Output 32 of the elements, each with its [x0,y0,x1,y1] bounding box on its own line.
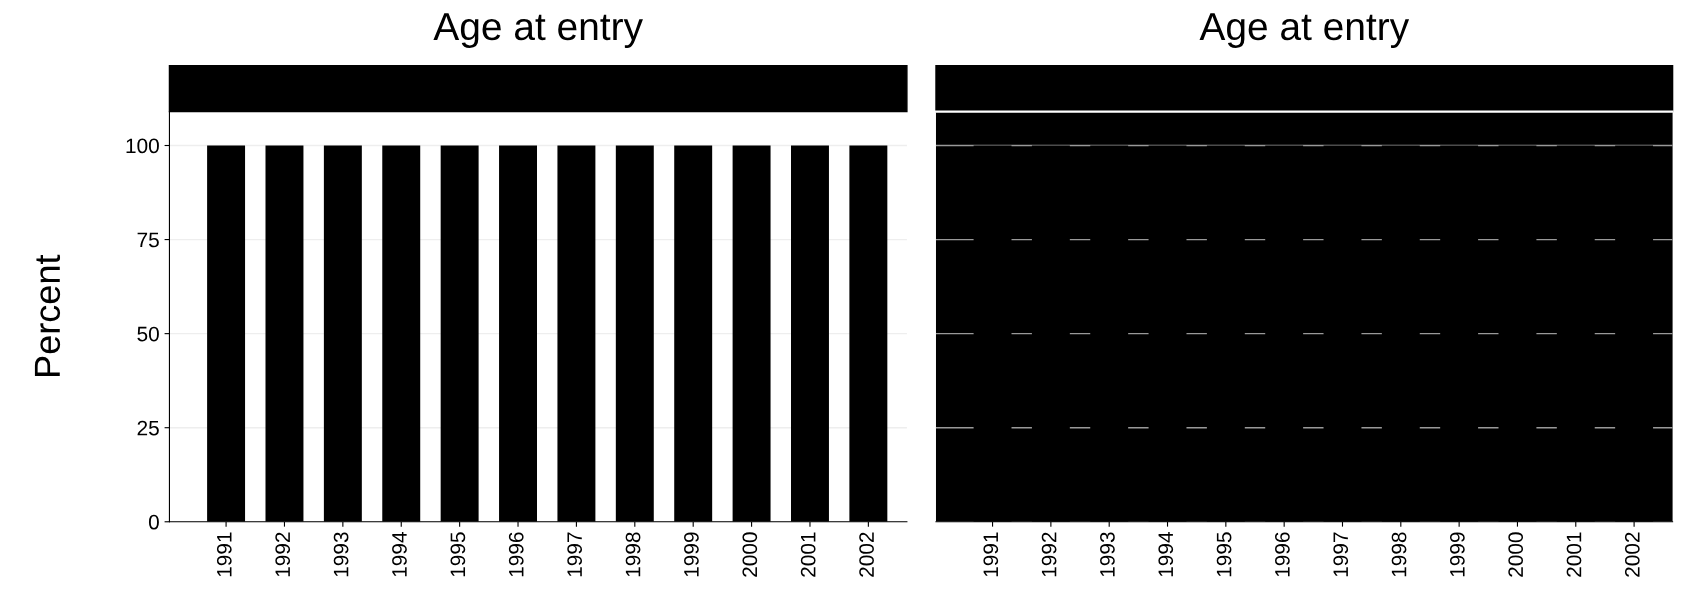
x-tick-label: 1999 [1449,532,1465,577]
x-tick-label: 1992 [275,532,291,577]
y-tick-label: 25 [137,420,159,436]
x-tick-label: 1993 [1100,532,1115,577]
x-tick-label: 1998 [625,532,641,577]
y-tick-label: 0 [148,514,159,530]
x-tick-label: 1991 [983,532,999,577]
y-axis-title: Percent [34,254,61,376]
x-tick-label: 1995 [450,532,466,577]
x-tick-label: 1993 [333,532,349,577]
x-tick-label: 1995 [1216,532,1232,577]
x-tick-label: 2000 [742,532,758,577]
x-tick-label: 1994 [1158,532,1174,577]
x-tick-label: 2002 [859,532,874,577]
chart-title: Age at entry [433,13,643,48]
x-tick-label: 1992 [1041,532,1057,577]
x-tick-label: 1999 [684,532,699,577]
x-tick-label: 1996 [508,532,524,577]
x-tick-label: 1991 [216,532,232,577]
y-tick-label: 50 [137,326,159,342]
x-tick-label: 1997 [1333,532,1349,577]
x-tick-label: 2001 [1566,532,1582,577]
x-tick-label: 2000 [1508,532,1524,577]
x-tick-label: 2002 [1624,532,1640,577]
y-tick-label: 100 [126,138,159,154]
x-tick-label: 2001 [800,532,816,577]
x-tick-label: 1994 [392,532,407,577]
x-tick-label: 1996 [1275,532,1290,577]
x-tick-label: 1997 [567,532,583,577]
chart-title: Age at entry [1199,13,1410,48]
y-tick-label: 75 [137,232,159,248]
x-tick-label: 1998 [1391,532,1407,577]
